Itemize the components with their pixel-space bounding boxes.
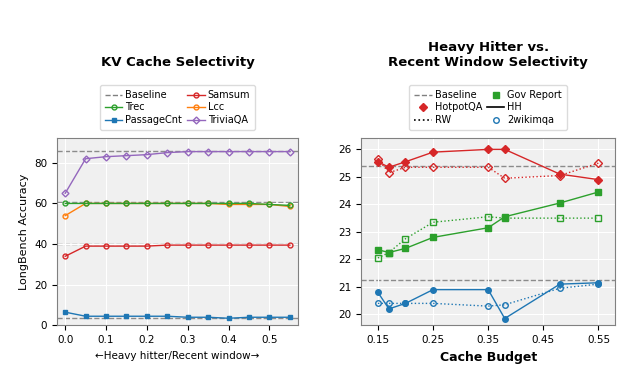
X-axis label: Cache Budget: Cache Budget [439, 351, 537, 364]
Legend: Baseline, HotpotQA, RW, Gov Report, HH, 2wikimqa: Baseline, HotpotQA, RW, Gov Report, HH, … [410, 85, 567, 130]
Legend: Baseline, Trec, PassageCnt, Samsum, Lcc, TriviaQA: Baseline, Trec, PassageCnt, Samsum, Lcc,… [100, 85, 255, 130]
X-axis label: ←Heavy hitter/Recent window→: ←Heavy hitter/Recent window→ [95, 351, 260, 361]
Title: KV Cache Selectivity: KV Cache Selectivity [101, 56, 254, 69]
Y-axis label: LongBench Accuracy: LongBench Accuracy [18, 174, 29, 290]
Title: Heavy Hitter vs.
Recent Window Selectivity: Heavy Hitter vs. Recent Window Selectivi… [388, 41, 588, 69]
